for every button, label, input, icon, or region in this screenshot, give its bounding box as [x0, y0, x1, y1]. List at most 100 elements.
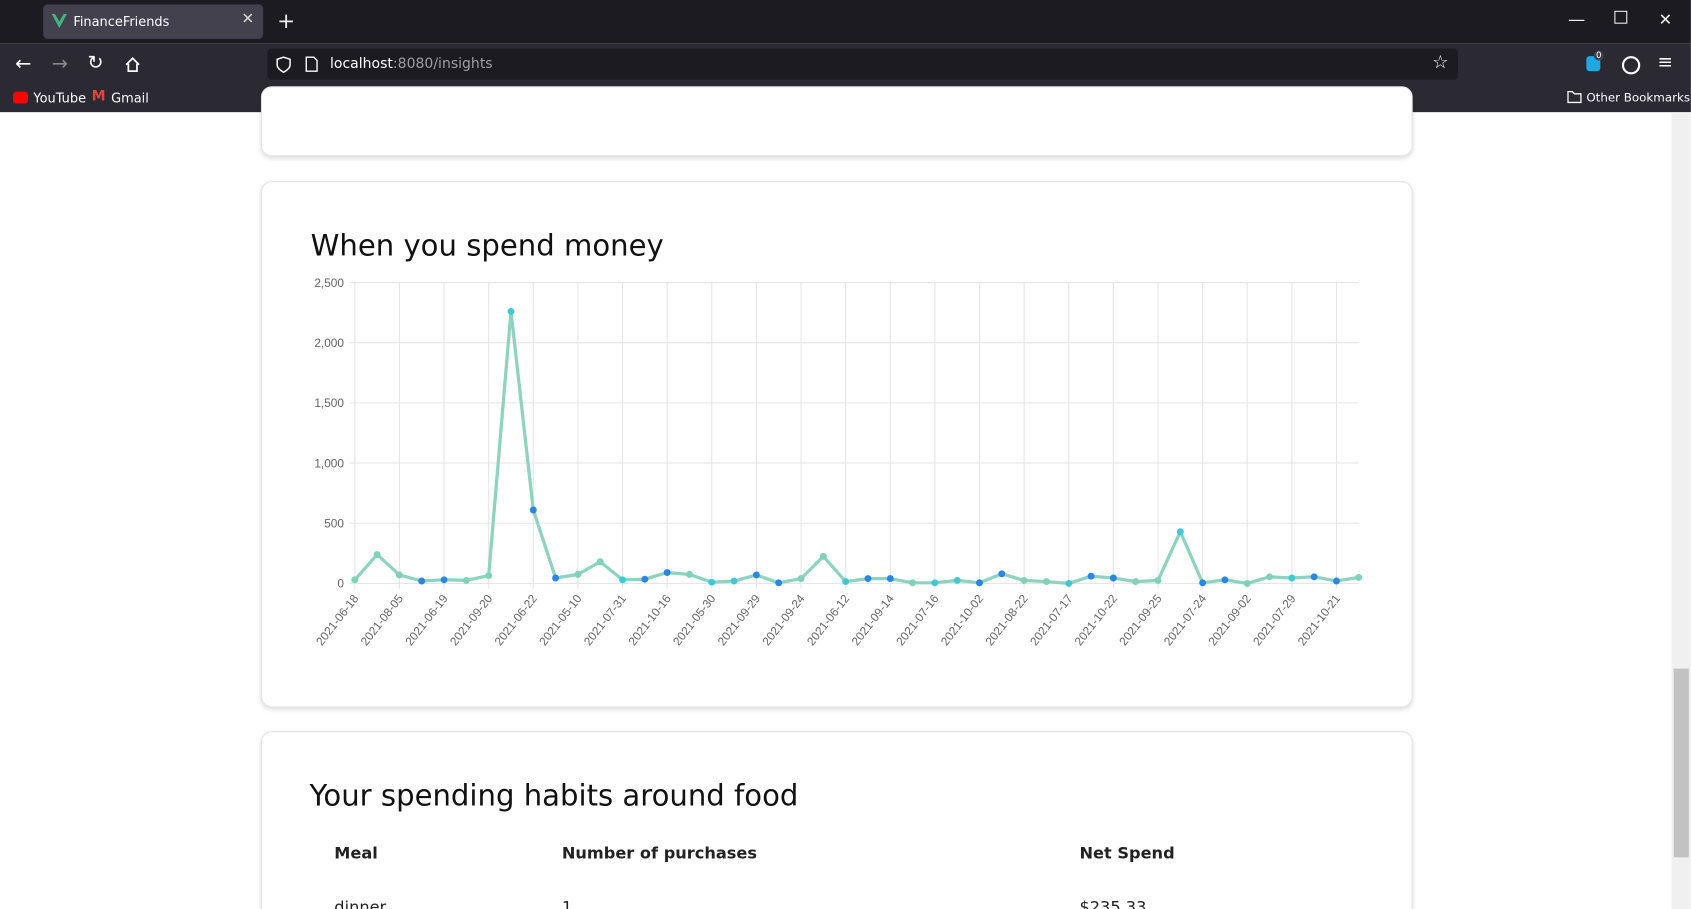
point: [1065, 579, 1073, 587]
point: [462, 576, 470, 584]
menu[interactable]: ≡: [1657, 51, 1673, 74]
x-tick-label: 2021-07-29: [1250, 591, 1299, 648]
point: [1355, 573, 1363, 581]
point: [1333, 577, 1340, 585]
point: [1221, 576, 1229, 584]
point: [418, 577, 426, 585]
point: [1243, 579, 1251, 587]
table-header: Number of purchases: [561, 843, 758, 863]
bookmark[interactable]: Gmail: [111, 90, 149, 106]
point: [529, 506, 537, 514]
url-path: :8080/insights: [392, 56, 493, 73]
point: [596, 558, 604, 566]
minimize[interactable]: —: [1567, 8, 1586, 30]
y-tick-label: 0: [337, 577, 344, 591]
bookmark-star[interactable]: ☆: [1432, 51, 1449, 74]
point: [1176, 528, 1184, 536]
point: [909, 579, 917, 587]
tab-title: FinanceFriends: [73, 14, 170, 30]
point: [552, 574, 560, 582]
point: [663, 569, 671, 577]
point: [641, 575, 649, 583]
x-tick-label: 2021-07-16: [893, 591, 942, 648]
close-window[interactable]: ✕: [1658, 9, 1673, 30]
y-tick-label: 2,000: [314, 336, 344, 350]
x-tick-label: 2021-10-02: [938, 592, 986, 648]
x-tick-label: 2021-08-22: [982, 592, 1030, 648]
point: [864, 575, 872, 583]
shield-icon: [276, 56, 291, 74]
account-icon[interactable]: [1621, 56, 1641, 75]
tab[interactable]: FinanceFriends ✕: [43, 4, 264, 39]
point: [842, 578, 850, 586]
point: [574, 570, 582, 578]
scrollbar[interactable]: [1671, 113, 1691, 909]
tab-close[interactable]: ✕: [241, 10, 255, 29]
url-host: localhost: [329, 56, 393, 73]
table-cell: dinner: [334, 897, 387, 909]
y-tick-label: 500: [324, 517, 344, 531]
point: [1310, 573, 1318, 581]
extension-badge: 0: [1593, 50, 1604, 61]
y-tick-label: 2,500: [314, 276, 344, 290]
table-header: Net Spend: [1079, 843, 1175, 863]
point: [1109, 574, 1117, 582]
table-header: Meal: [334, 843, 378, 863]
x-tick-label: 2021-09-29: [715, 591, 764, 648]
point: [351, 576, 359, 584]
forward[interactable]: →: [51, 52, 69, 76]
point: [1288, 574, 1296, 582]
x-tick-label: 2021-05-10: [536, 591, 585, 648]
food-title: Your spending habits around food: [309, 779, 799, 814]
url: localhost:8080/insights: [330, 56, 493, 72]
point: [775, 579, 783, 587]
chart-card: When you spend money: [260, 181, 1413, 708]
scrollbar-thumb[interactable]: [1673, 668, 1689, 858]
table-cell: $235.33: [1079, 897, 1147, 909]
point: [1132, 578, 1140, 586]
card: [260, 86, 1413, 157]
bookmark[interactable]: YouTube: [33, 90, 87, 106]
point: [752, 571, 760, 579]
point: [797, 575, 805, 583]
x-tick-label: 2021-07-31: [581, 591, 630, 648]
point: [507, 307, 515, 315]
y-tick-label: 1,500: [314, 396, 344, 410]
x-tick-label: 2021-05-30: [670, 591, 719, 648]
folder-icon: [1567, 91, 1582, 104]
chart-title: When you spend money: [310, 229, 664, 264]
other-bookmarks[interactable]: Other Bookmarks: [1586, 90, 1691, 105]
back[interactable]: ←: [15, 52, 32, 76]
x-tick-label: 2021-09-24: [759, 591, 808, 648]
point: [953, 576, 961, 584]
point: [1042, 578, 1050, 586]
point: [730, 577, 738, 585]
point: [373, 551, 381, 558]
tab-bar: [0, 0, 1691, 44]
gmail-icon: M: [91, 88, 106, 105]
maximize[interactable]: [1614, 10, 1628, 24]
line: [353, 309, 1360, 586]
point: [886, 575, 894, 583]
point: [686, 570, 693, 578]
home[interactable]: [124, 56, 141, 73]
point: [931, 579, 939, 587]
tab-icon: [51, 14, 67, 29]
point: [440, 576, 448, 584]
new-tab[interactable]: +: [277, 7, 296, 34]
x-tick-label: 2021-10-22: [1072, 592, 1120, 648]
point: [708, 578, 716, 586]
x-tick-label: 2021-06-12: [804, 592, 852, 648]
point: [1199, 579, 1207, 587]
x-tick-label: 2021-06-22: [492, 592, 540, 648]
url-bar[interactable]: localhost:8080/insights ☆: [267, 48, 1458, 80]
food-card: Your spending habits around food Meal Nu…: [260, 731, 1413, 909]
reload[interactable]: ↻: [87, 51, 104, 75]
x-tick-label: 2021-09-02: [1206, 592, 1254, 648]
x-tick-label: 2021-09-14: [849, 591, 898, 648]
point: [1087, 572, 1095, 580]
x-tick-label: 2021-09-20: [447, 591, 496, 648]
x-tick-label: 2021-06-18: [313, 591, 362, 648]
point: [395, 571, 403, 579]
